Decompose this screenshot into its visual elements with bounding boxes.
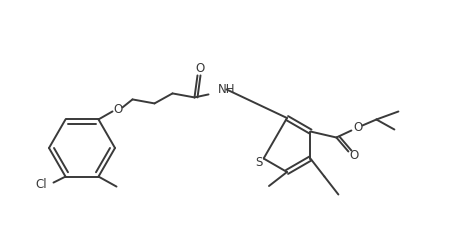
Text: NH: NH [217,83,235,96]
Text: O: O [350,149,359,162]
Text: O: O [114,103,123,116]
Text: O: O [354,121,363,134]
Text: Cl: Cl [36,178,48,191]
Text: S: S [255,156,262,169]
Text: O: O [195,62,204,75]
